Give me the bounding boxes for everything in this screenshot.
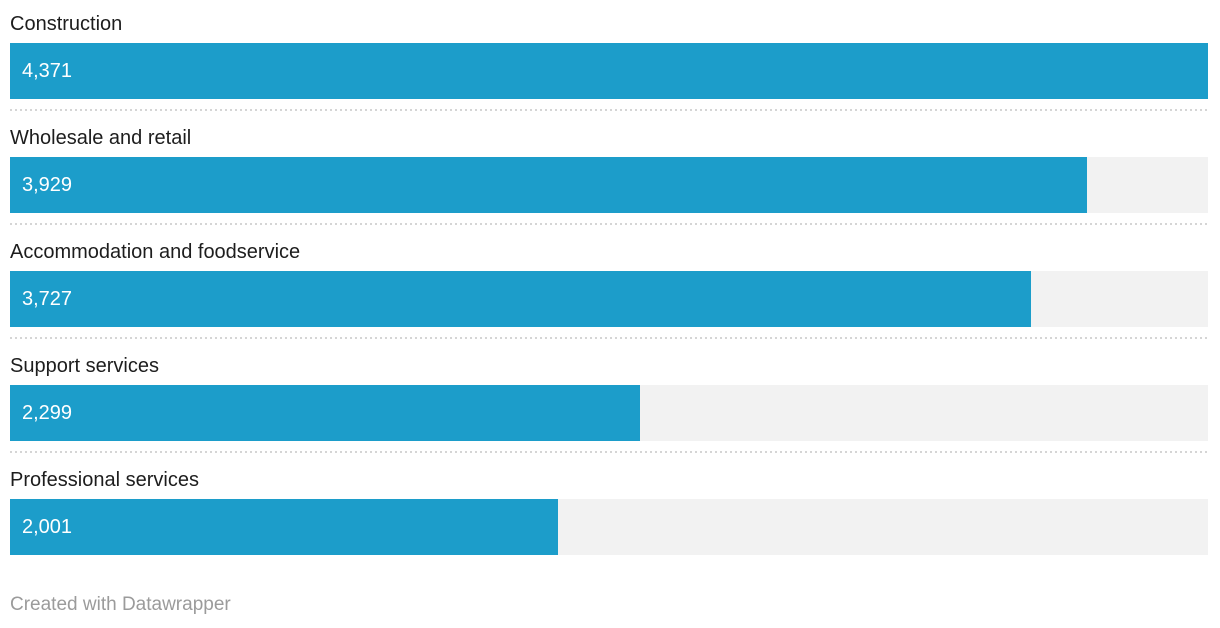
bar-rows-container: Construction 4,371 Wholesale and retail … [10, 10, 1208, 555]
bar-fill: 2,001 [10, 499, 559, 555]
row-separator [10, 223, 1208, 225]
bar-category-label: Professional services [10, 469, 199, 491]
bar-row: Professional services 2,001 [10, 466, 1208, 555]
bar-category-label: Accommodation and foodservice [10, 241, 301, 263]
bar-track: 2,001 [10, 499, 1208, 555]
bar-category-label: Support services [10, 355, 159, 377]
datawrapper-attribution-link[interactable]: Created with Datawrapper [10, 594, 231, 615]
bar-track: 3,929 [10, 157, 1208, 213]
bar-category-label: Construction [10, 13, 123, 35]
bar-row: Construction 4,371 [10, 10, 1208, 111]
bar-value-label: 2,299 [22, 401, 73, 424]
row-separator [10, 109, 1208, 111]
row-separator [10, 451, 1208, 453]
bar-fill: 3,727 [10, 271, 1032, 327]
bar-track: 3,727 [10, 271, 1208, 327]
bar-value-label: 2,001 [22, 515, 73, 538]
bar-row: Wholesale and retail 3,929 [10, 124, 1208, 225]
bar-value-label: 3,929 [22, 173, 73, 196]
bar-fill: 3,929 [10, 157, 1087, 213]
bar-value-label: 3,727 [22, 287, 73, 310]
bar-value-label: 4,371 [22, 59, 73, 82]
bar-category-label: Wholesale and retail [10, 127, 192, 149]
bar-track: 2,299 [10, 385, 1208, 441]
bar-row: Support services 2,299 [10, 352, 1208, 453]
row-separator [10, 337, 1208, 339]
bar-track: 4,371 [10, 43, 1208, 99]
bar-row: Accommodation and foodservice 3,727 [10, 238, 1208, 339]
bar-fill: 2,299 [10, 385, 641, 441]
bar-fill: 4,371 [10, 43, 1208, 99]
